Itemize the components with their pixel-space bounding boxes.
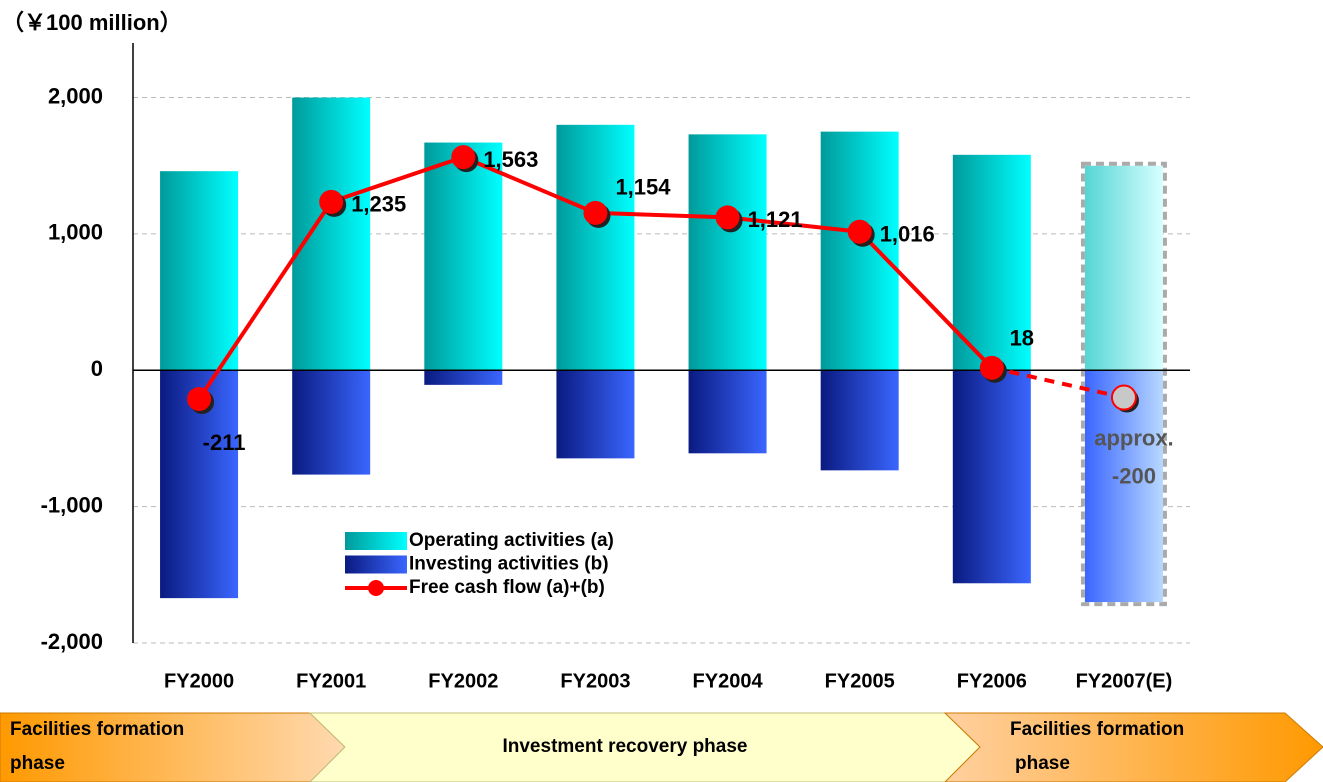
marker (715, 205, 740, 230)
phase-label-line: phase (10, 753, 65, 774)
x-tick-label: FY2007(E) (1076, 670, 1173, 692)
bar (820, 370, 899, 471)
line-segment (595, 210, 728, 220)
y-axis-label: （￥100 million） (2, 10, 182, 35)
line-segment (727, 215, 860, 234)
legend-marker (368, 580, 384, 596)
line-segment (197, 200, 333, 401)
legend-label: Free cash flow (a)+(b) (409, 577, 605, 598)
phase-label-line: phase (1015, 753, 1070, 774)
y-tick-label: 1,000 (48, 220, 103, 245)
data-label: 1,154 (615, 175, 671, 200)
bar (556, 370, 635, 459)
y-tick-label: 0 (91, 356, 103, 381)
bar (292, 370, 371, 475)
data-label-line: -200 (1112, 463, 1156, 488)
phase-label-line: Facilities formation (1010, 719, 1184, 740)
phase-label: Investment recovery phase (502, 736, 747, 757)
bar (688, 370, 767, 454)
bar (556, 124, 635, 371)
line-segment (462, 155, 597, 215)
data-label: approx. -200 (1094, 425, 1173, 488)
bar (292, 97, 371, 371)
data-label: 1,121 (748, 207, 803, 232)
data-label: 1,016 (880, 222, 935, 247)
phase-label: Facilities formation phase (10, 719, 184, 774)
line-segment (330, 155, 464, 204)
marker (319, 189, 344, 214)
bar (952, 370, 1031, 584)
marker (187, 387, 212, 412)
line-segment (858, 230, 994, 370)
estimate-frame (1080, 161, 1167, 607)
data-label: 18 (1010, 326, 1034, 351)
data-label: -211 (203, 430, 246, 455)
x-tick-label: FY2005 (825, 670, 895, 692)
legend-swatch (345, 532, 407, 550)
phase-bar (0, 712, 1323, 782)
line-segment (991, 365, 1125, 400)
marker (847, 219, 872, 244)
data-label-line: approx. (1094, 425, 1173, 450)
bar (688, 134, 767, 371)
y-tick-label: 2,000 (48, 83, 103, 108)
data-label: 1,563 (483, 147, 538, 172)
marker (1110, 384, 1137, 411)
y-tick-label: -1,000 (41, 492, 103, 517)
bar (820, 131, 899, 371)
x-tick-label: FY2006 (957, 670, 1027, 692)
x-tick-label: FY2000 (164, 670, 234, 692)
legend-label: Operating activities (a) (409, 530, 614, 551)
legend-swatch (345, 555, 407, 574)
bar (424, 370, 503, 385)
x-tick-label: FY2004 (693, 670, 764, 692)
bar (424, 142, 503, 371)
marker (583, 200, 608, 225)
data-label: 1,235 (351, 192, 406, 217)
marker (451, 145, 476, 170)
y-tick-label: -2,000 (41, 629, 103, 654)
marker (979, 355, 1004, 380)
phase-shape (943, 712, 1323, 782)
legend-label: Investing activities (b) (409, 554, 609, 575)
x-tick-label: FY2002 (428, 670, 498, 692)
phase-label-line: Facilities formation (10, 719, 184, 740)
bar (952, 154, 1031, 371)
bar (1084, 165, 1163, 371)
x-tick-label: FY2003 (560, 670, 630, 692)
phase-label: Facilities formation phase (1010, 719, 1184, 774)
x-tick-label: FY2001 (296, 670, 366, 692)
bar (160, 171, 239, 371)
